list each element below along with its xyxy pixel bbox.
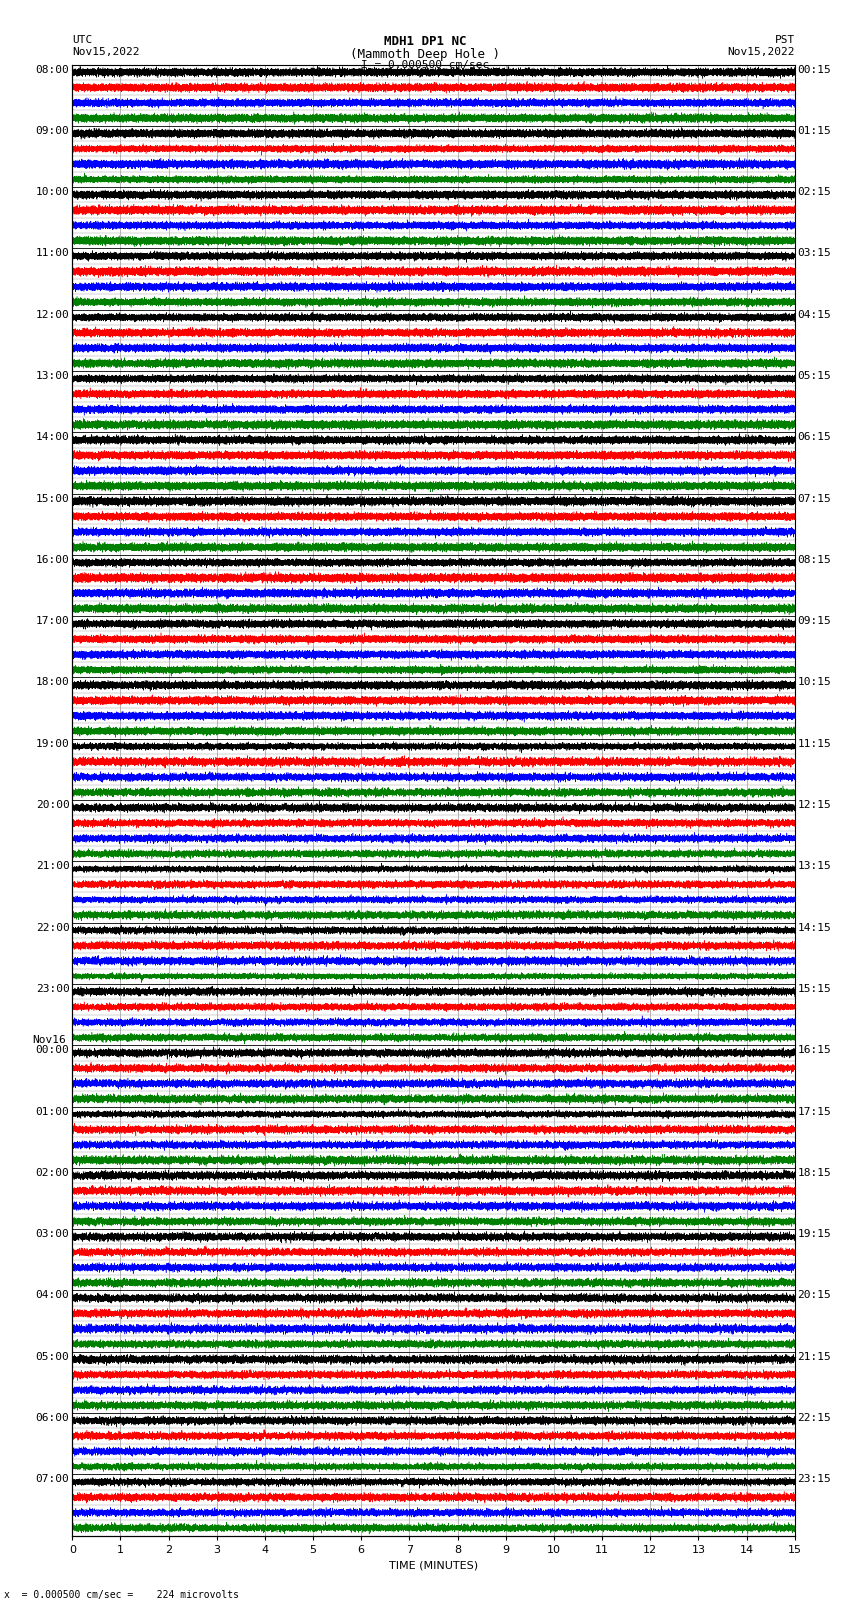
Text: MDH1 DP1 NC: MDH1 DP1 NC [383,35,467,48]
Text: Nov16: Nov16 [32,1036,66,1045]
Text: (Mammoth Deep Hole ): (Mammoth Deep Hole ) [350,48,500,61]
X-axis label: TIME (MINUTES): TIME (MINUTES) [389,1560,478,1569]
Text: I = 0.000500 cm/sec: I = 0.000500 cm/sec [361,60,489,69]
Text: PST: PST [774,35,795,45]
Text: Nov15,2022: Nov15,2022 [72,47,139,56]
Text: Nov15,2022: Nov15,2022 [728,47,795,56]
Text: x  = 0.000500 cm/sec =    224 microvolts: x = 0.000500 cm/sec = 224 microvolts [4,1590,239,1600]
Text: UTC: UTC [72,35,93,45]
